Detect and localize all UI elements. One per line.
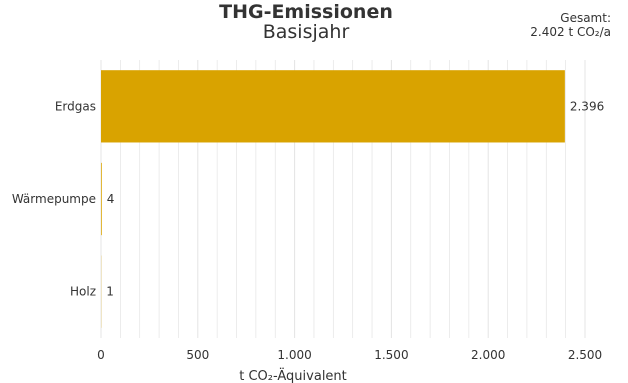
bars (101, 70, 565, 328)
total-label: Gesamt: (560, 11, 611, 25)
category-label: Wärmepumpe (12, 192, 96, 206)
bar-0 (101, 70, 565, 143)
chart-subtitle: Basisjahr (262, 21, 350, 43)
x-axis-label: t CO₂-Äquivalent (239, 368, 347, 383)
value-label: 2.396 (570, 99, 604, 113)
value-label: 4 (107, 192, 115, 206)
total-emissions: Gesamt: 2.402 t CO₂/a (530, 11, 611, 39)
category-label: Holz (70, 285, 96, 299)
bar-1 (101, 162, 102, 236)
x-tick-label: 2.000 (471, 348, 505, 362)
x-tick-label: 500 (186, 348, 209, 362)
x-tick-label: 0 (97, 348, 105, 362)
chart-title: THG-Emissionen (219, 1, 393, 23)
labels: 0 500 1.000 1.500 2.000 2.500 t CO₂-Äquivalent… (12, 99, 604, 383)
total-value: 2.402 t CO₂/a (530, 25, 611, 39)
x-tick-label: 2.500 (568, 348, 602, 362)
category-label: Erdgas (55, 99, 96, 113)
value-label: 1 (106, 285, 114, 299)
x-tick-label: 1.000 (277, 348, 311, 362)
x-tick-label: 1.500 (374, 348, 408, 362)
